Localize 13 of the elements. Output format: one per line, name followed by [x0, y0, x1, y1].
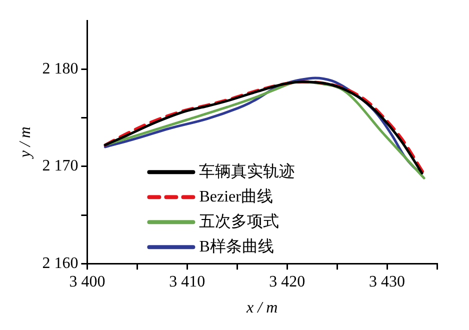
x-axis-title: x / m — [246, 300, 278, 317]
x-tick-label: 3 430 — [369, 273, 406, 290]
legend-label: 五次多项式 — [199, 212, 280, 230]
y-axis-title: y / m — [16, 126, 34, 160]
x-tick-label: 3 420 — [269, 273, 306, 290]
x-tick-label: 3 400 — [69, 273, 106, 290]
legend-label: 车辆真实轨迹 — [199, 162, 296, 180]
y-tick-label: 2 180 — [42, 60, 78, 78]
x-tick-label: 3 410 — [169, 273, 206, 290]
y-tick-label: 2 160 — [42, 254, 78, 272]
y-tick-label: 2 170 — [42, 158, 78, 175]
legend-label: B样条曲线 — [199, 237, 274, 256]
legend-label: Bezier曲线 — [199, 187, 273, 206]
